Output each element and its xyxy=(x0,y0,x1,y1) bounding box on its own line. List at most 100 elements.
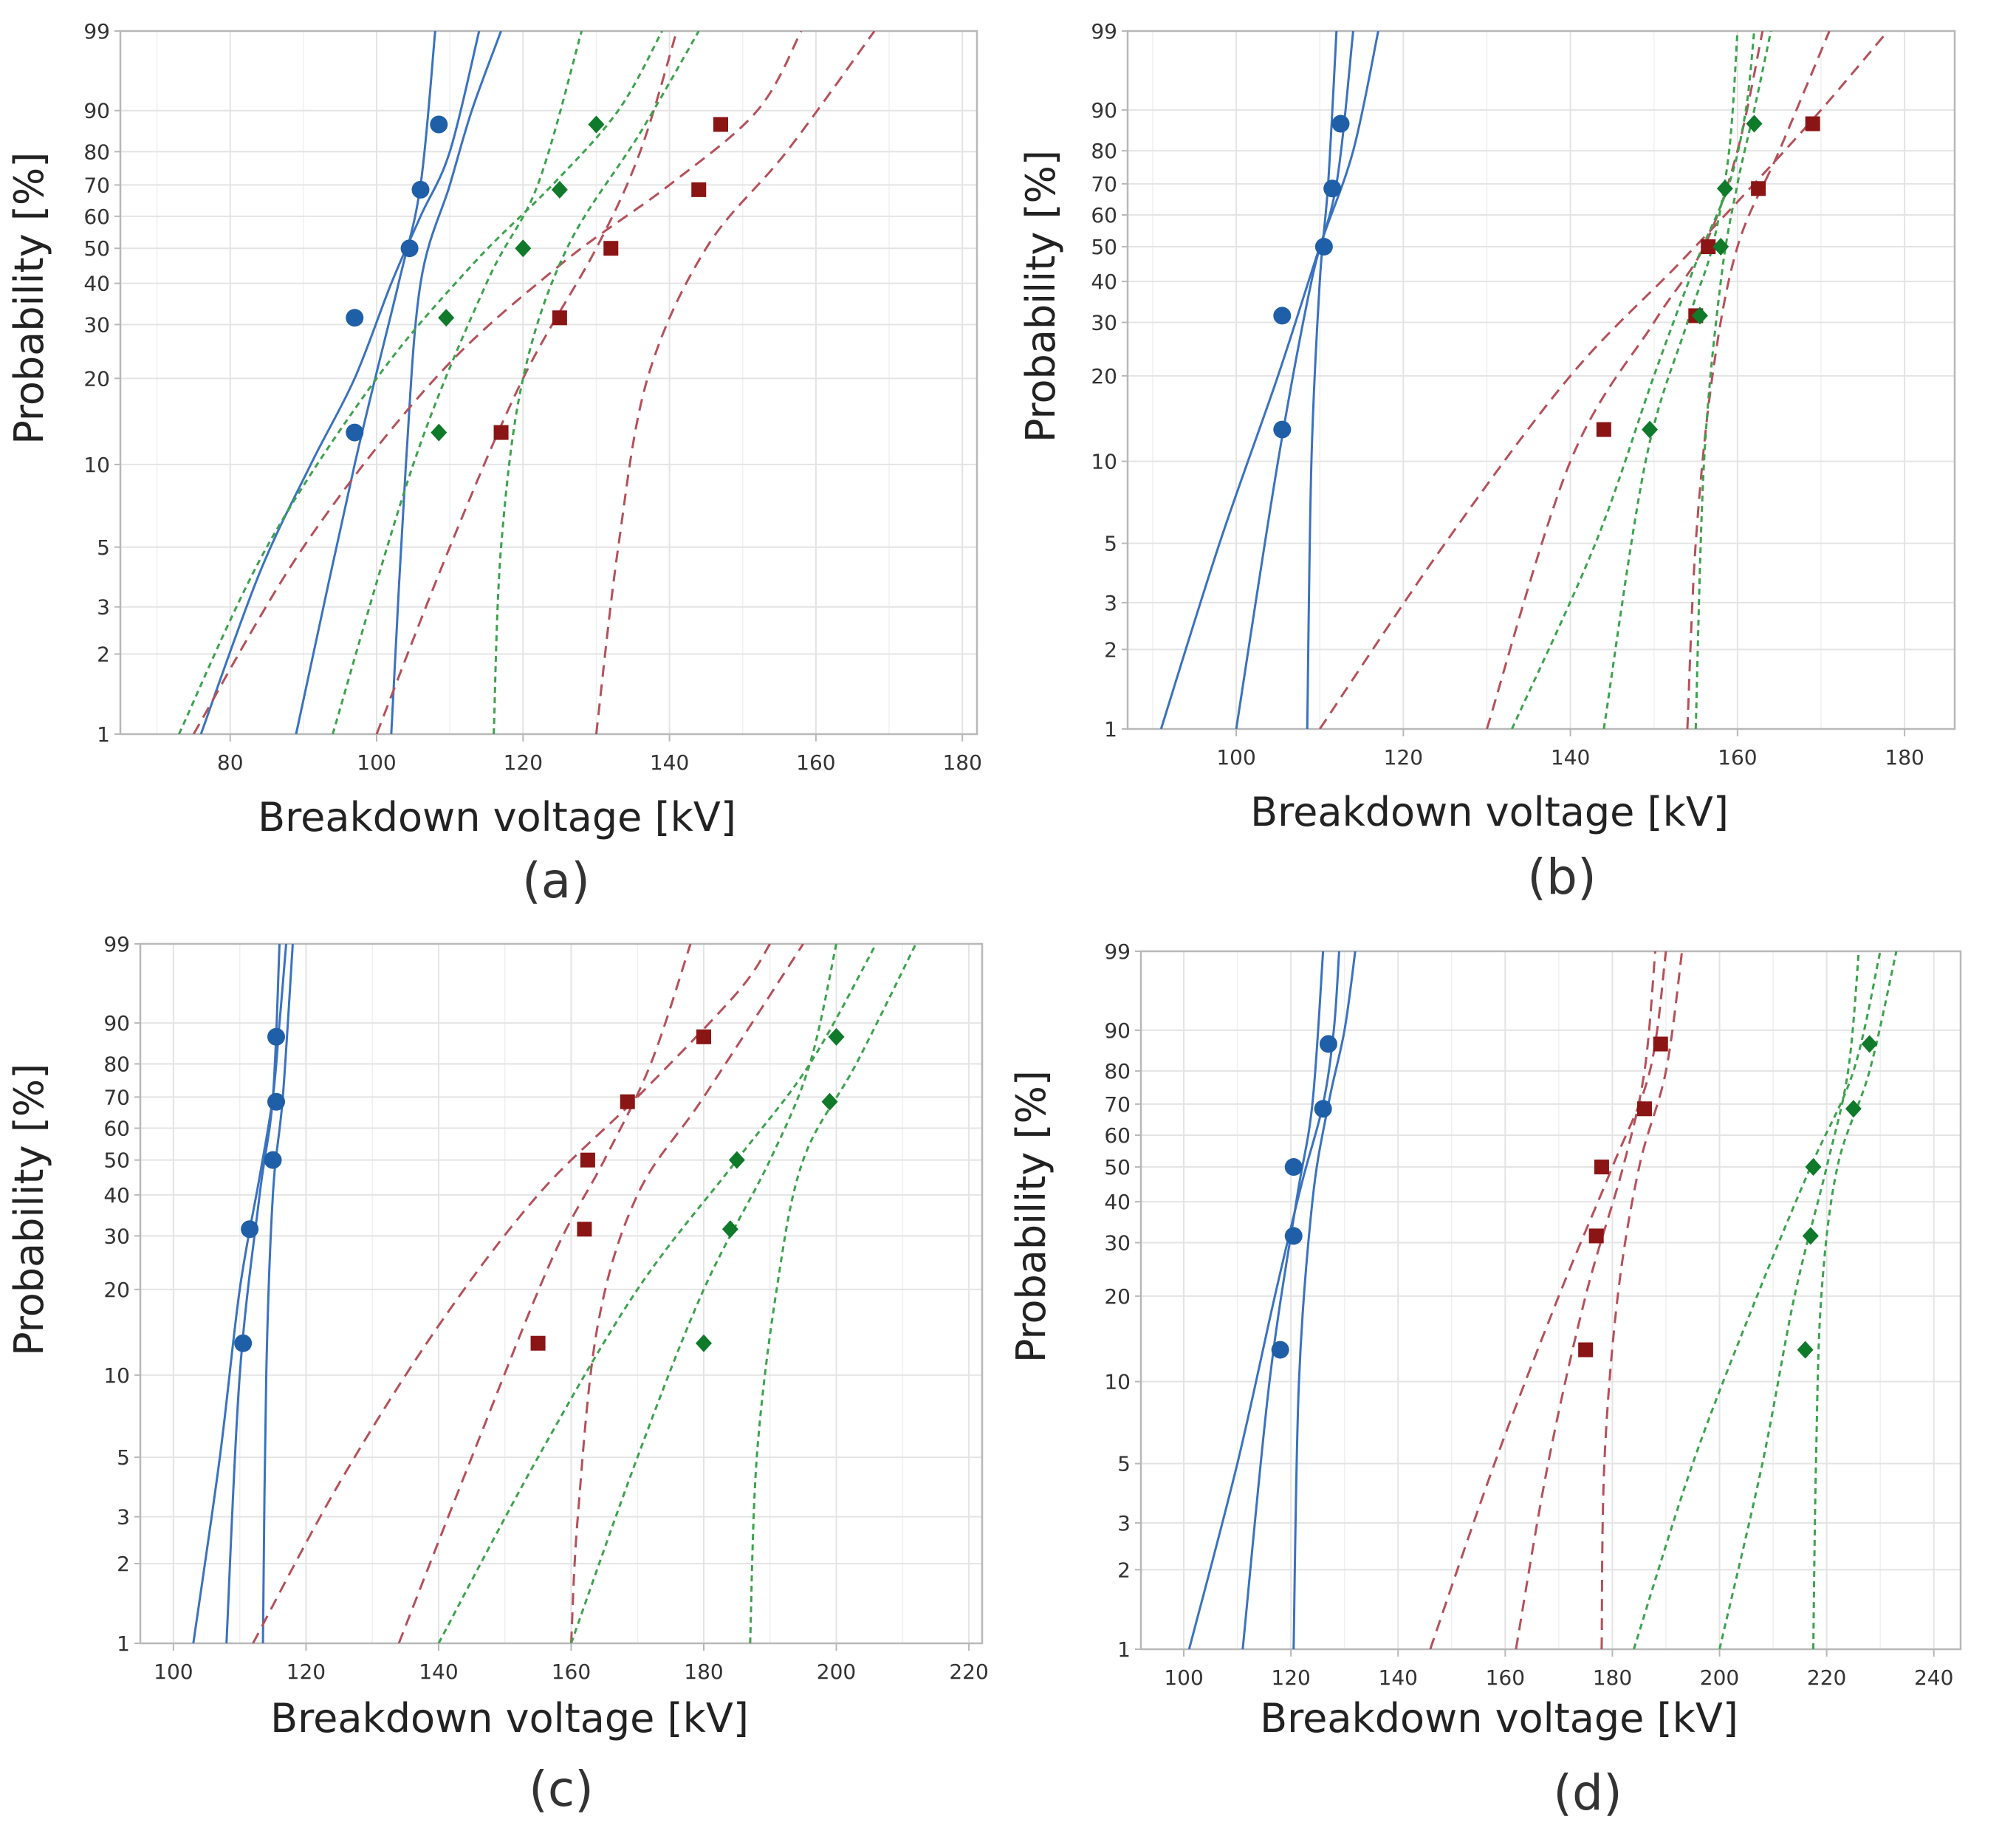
blue-data-point xyxy=(1273,420,1292,439)
panel-label: (b) xyxy=(1527,849,1596,905)
red-data-point xyxy=(1578,1342,1594,1357)
y-tick-label: 3 xyxy=(97,595,110,620)
green-data-point xyxy=(721,1220,738,1239)
blue-fit-line-1 xyxy=(1159,31,1379,729)
red-fit-line-2 xyxy=(1515,951,1656,1649)
green-fit-line-1 xyxy=(177,31,663,734)
y-tick-label: 40 xyxy=(1091,270,1117,294)
x-tick-label: 120 xyxy=(504,750,543,775)
x-tick-label: 140 xyxy=(1379,1665,1418,1690)
green-fit-line-1 xyxy=(1633,951,1882,1649)
red-fit-line-1 xyxy=(1429,951,1667,1649)
x-tick-label: 100 xyxy=(1164,1665,1203,1690)
blue-data-point xyxy=(1273,307,1292,325)
green-fit-line-2 xyxy=(1602,31,1739,729)
red-data-point xyxy=(713,117,728,132)
y-tick-label: 60 xyxy=(83,205,110,229)
y-tick-label: 70 xyxy=(1091,172,1117,196)
green-data-point xyxy=(1691,307,1708,325)
green-data-point xyxy=(1802,1227,1819,1245)
y-tick-label: 20 xyxy=(83,366,110,391)
red-fit-line-1 xyxy=(252,944,772,1643)
red-fit-line-2 xyxy=(1486,31,1764,729)
y-tick-label: 40 xyxy=(83,272,110,296)
blue-fit-line-2 xyxy=(1241,951,1325,1649)
y-tick-label: 1 xyxy=(97,722,110,747)
y-tick-label: 5 xyxy=(1117,1452,1131,1476)
green-fit-line-3 xyxy=(493,31,700,734)
x-tick-label: 200 xyxy=(1700,1665,1739,1690)
green-data-point xyxy=(695,1334,712,1352)
panel-3: 100 120 140 160 180 200 220 1 2 3 5 10 20 30 40 50 60 70 8… xyxy=(6,932,989,1818)
green-data-point xyxy=(551,180,568,199)
x-axis-label: Breakdown voltage [kV] xyxy=(1250,789,1729,835)
red-data-point xyxy=(620,1094,635,1109)
blue-data-point xyxy=(400,239,419,258)
x-axis-label: Breakdown voltage [kV] xyxy=(1260,1695,1738,1742)
green-data-point xyxy=(1712,238,1729,256)
blue-data-point xyxy=(241,1220,259,1239)
red-fit-line-3 xyxy=(594,31,876,734)
y-tick-label: 30 xyxy=(1104,1231,1131,1256)
y-axis-label: Probability [%] xyxy=(6,1064,52,1356)
y-tick-label: 1 xyxy=(117,1631,130,1656)
blue-fit-line-2 xyxy=(225,944,281,1643)
y-tick-label: 20 xyxy=(1091,364,1117,388)
y-tick-label: 60 xyxy=(103,1117,130,1141)
y-tick-label: 1 xyxy=(1117,1637,1131,1662)
y-axis-label: Probability [%] xyxy=(1018,150,1064,442)
red-data-point xyxy=(1751,181,1766,196)
y-axis-label: Probability [%] xyxy=(1008,1070,1055,1363)
y-tick-label: 3 xyxy=(1117,1511,1131,1535)
y-tick-label: 80 xyxy=(1104,1059,1131,1083)
green-data-point xyxy=(1845,1100,1862,1118)
y-tick-label: 80 xyxy=(83,140,110,164)
red-data-point xyxy=(603,241,619,256)
y-tick-label: 2 xyxy=(1104,637,1117,662)
red-fit-line-2 xyxy=(397,944,692,1643)
red-data-point xyxy=(1588,1228,1604,1244)
y-tick-label: 30 xyxy=(1091,311,1117,335)
x-tick-label: 140 xyxy=(1551,745,1590,770)
green-fit-line-2 xyxy=(570,944,837,1643)
y-tick-label: 3 xyxy=(117,1505,130,1530)
green-fit-line-3 xyxy=(1694,31,1772,729)
blue-data-point xyxy=(1331,114,1350,133)
blue-data-point xyxy=(267,1092,286,1111)
blue-data-point xyxy=(1284,1227,1303,1245)
green-data-point xyxy=(1642,420,1659,439)
green-fit-line-2 xyxy=(332,31,583,734)
green-data-point xyxy=(431,423,448,442)
blue-data-point xyxy=(267,1027,286,1046)
blue-data-point xyxy=(1271,1340,1289,1359)
y-tick-label: 70 xyxy=(1104,1092,1131,1117)
plot-frame xyxy=(139,942,984,1645)
y-tick-label: 50 xyxy=(103,1148,130,1173)
y-tick-label: 80 xyxy=(103,1052,130,1076)
green-data-point xyxy=(1805,1158,1822,1177)
blue-data-point xyxy=(1314,1100,1332,1118)
y-tick-label: 90 xyxy=(103,1011,130,1035)
y-tick-label: 50 xyxy=(1091,235,1117,259)
red-data-point xyxy=(1701,239,1716,255)
y-tick-label: 99 xyxy=(1104,939,1131,964)
x-tick-label: 200 xyxy=(817,1660,856,1684)
x-tick-label: 120 xyxy=(1384,745,1423,770)
red-fit-line-3 xyxy=(569,944,804,1643)
x-tick-label: 140 xyxy=(419,1660,458,1684)
blue-data-point xyxy=(264,1151,282,1169)
red-data-point xyxy=(691,182,707,197)
y-tick-label: 30 xyxy=(83,312,110,337)
green-data-point xyxy=(1861,1035,1878,1053)
y-tick-label: 90 xyxy=(1091,98,1117,123)
y-tick-label: 80 xyxy=(1091,139,1117,163)
panel-label: (c) xyxy=(529,1761,594,1818)
y-tick-label: 2 xyxy=(97,643,110,667)
blue-data-point xyxy=(411,180,430,199)
plot-frame xyxy=(1139,950,1962,1651)
red-data-point xyxy=(552,310,567,326)
x-tick-label: 120 xyxy=(287,1660,326,1684)
green-data-point xyxy=(828,1027,845,1046)
plot-frame xyxy=(1126,30,1956,730)
green-data-point xyxy=(438,309,455,327)
